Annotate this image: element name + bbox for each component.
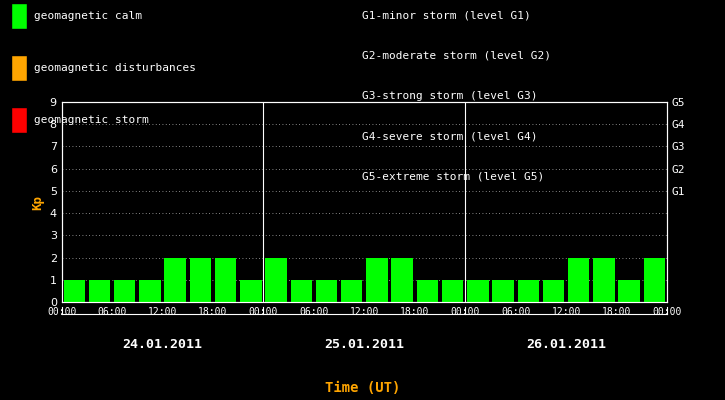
- Text: geomagnetic storm: geomagnetic storm: [34, 115, 149, 125]
- Text: geomagnetic disturbances: geomagnetic disturbances: [34, 63, 196, 73]
- Bar: [114, 280, 136, 302]
- Bar: [190, 258, 211, 302]
- Bar: [467, 280, 489, 302]
- Y-axis label: Kp: Kp: [31, 194, 44, 210]
- Bar: [669, 280, 690, 302]
- Text: G1-minor storm (level G1): G1-minor storm (level G1): [362, 11, 531, 21]
- Text: G2-moderate storm (level G2): G2-moderate storm (level G2): [362, 51, 552, 61]
- Bar: [392, 258, 413, 302]
- Bar: [316, 280, 337, 302]
- Bar: [88, 280, 110, 302]
- Text: G5-extreme storm (level G5): G5-extreme storm (level G5): [362, 171, 544, 181]
- Bar: [644, 258, 665, 302]
- Bar: [139, 280, 161, 302]
- Bar: [64, 280, 85, 302]
- Bar: [492, 280, 514, 302]
- Text: 25.01.2011: 25.01.2011: [324, 338, 405, 350]
- Bar: [291, 280, 312, 302]
- Bar: [240, 280, 262, 302]
- Bar: [366, 258, 388, 302]
- Bar: [543, 280, 564, 302]
- Bar: [618, 280, 640, 302]
- Bar: [518, 280, 539, 302]
- Bar: [265, 258, 287, 302]
- Text: 24.01.2011: 24.01.2011: [123, 338, 202, 350]
- Text: geomagnetic calm: geomagnetic calm: [34, 11, 142, 21]
- Bar: [442, 280, 463, 302]
- Text: G4-severe storm (level G4): G4-severe storm (level G4): [362, 131, 538, 141]
- Text: G3-strong storm (level G3): G3-strong storm (level G3): [362, 91, 538, 101]
- Bar: [568, 258, 589, 302]
- Bar: [341, 280, 362, 302]
- Text: 26.01.2011: 26.01.2011: [526, 338, 606, 350]
- Bar: [215, 258, 236, 302]
- Bar: [417, 280, 438, 302]
- Bar: [593, 258, 615, 302]
- Text: Time (UT): Time (UT): [325, 381, 400, 395]
- Bar: [165, 258, 186, 302]
